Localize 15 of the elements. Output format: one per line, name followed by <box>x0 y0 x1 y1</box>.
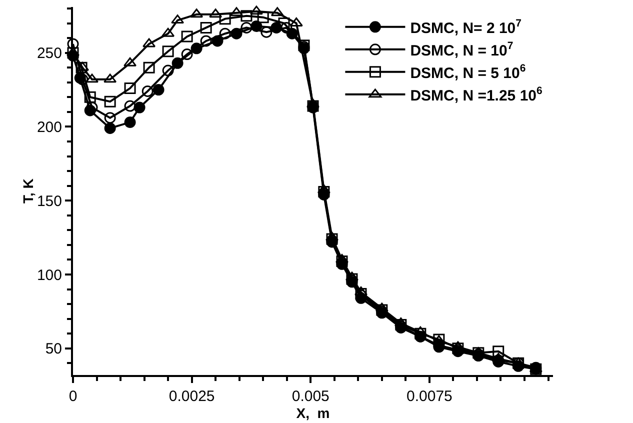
legend-label: DSMC, N = 10$^{7}$ <box>410 40 514 60</box>
y-tick-label: 50 <box>45 340 62 358</box>
legend-label: DSMC, N = 5 10$^{6}$ <box>410 62 526 82</box>
x-axis-title: X, m <box>296 405 330 421</box>
y-axis-title: T, K <box>20 178 36 204</box>
y-tick-label: 150 <box>36 192 62 210</box>
x-tick-label: 0.005 <box>292 388 330 405</box>
legend-label: DSMC, N= 2 10$^{7}$ <box>410 17 522 37</box>
x-tick-label: 0 <box>68 388 78 405</box>
x-tick-label: 0.0075 <box>406 388 452 405</box>
x-tick-label: 0.0025 <box>168 388 215 405</box>
legend-label: DSMC, N =1.25 10$^{6}$ <box>410 84 543 104</box>
y-tick-label: 200 <box>36 118 62 136</box>
y-tick-label: 250 <box>36 45 62 62</box>
y-tick-label: 100 <box>36 266 62 284</box>
